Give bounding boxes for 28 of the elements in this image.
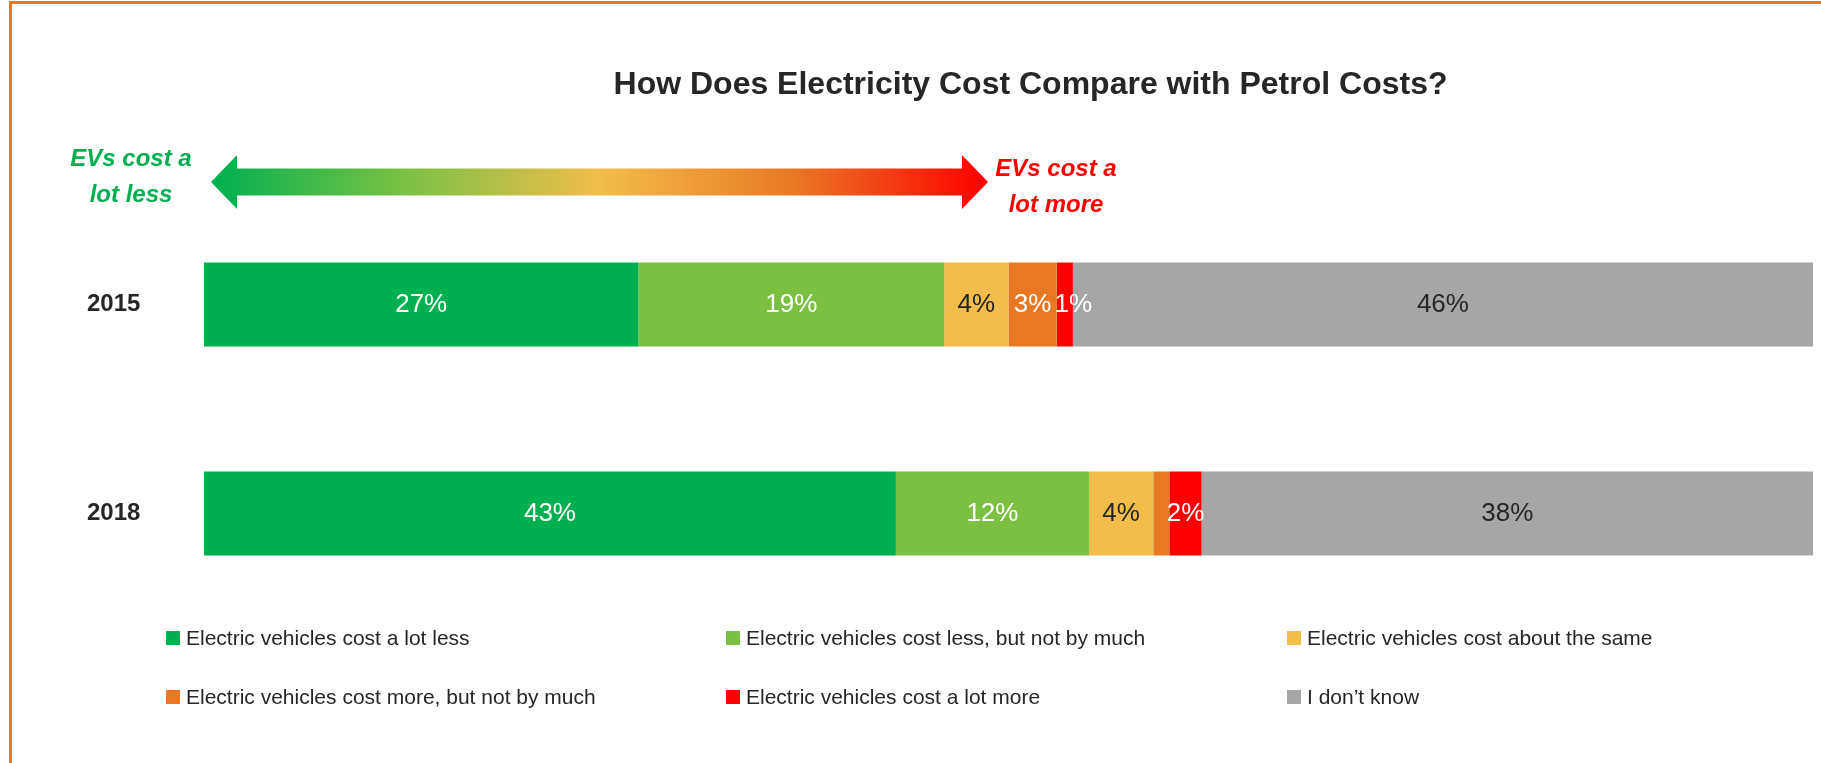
legend-label: Electric vehicles cost about the same <box>1307 626 1653 650</box>
y-tick-label: 2018 <box>87 498 141 526</box>
legend-label: Electric vehicles cost more, but not by much <box>186 685 596 709</box>
bar <box>1008 262 1057 347</box>
legend-label: Electric vehicles cost a lot less <box>186 626 470 650</box>
data-label: 4% <box>1102 496 1140 527</box>
annotation: EVs cost a lot more <box>994 153 1118 219</box>
data-label: 46% <box>1416 287 1469 318</box>
bar <box>204 471 896 556</box>
bar <box>944 262 1009 347</box>
data-label: 12% <box>966 496 1019 527</box>
chart-title: How Does Electricity Cost Compare with Petrol Costs? <box>612 65 1449 102</box>
bar <box>638 262 945 347</box>
text: EVs cost a lot less <box>69 143 193 209</box>
data-label: 19% <box>765 287 818 318</box>
legend-label: Electric vehicles cost a lot more <box>746 685 1041 709</box>
data-label: 3% <box>1013 287 1052 318</box>
data-label: 4% <box>957 287 996 318</box>
y-tick-label: 2015 <box>87 289 141 317</box>
bar <box>895 471 1089 556</box>
data-label: 38% <box>1481 496 1534 527</box>
legend-label: I don’t know <box>1307 685 1420 709</box>
data-label: 43% <box>523 496 576 527</box>
bar <box>204 262 639 347</box>
bar <box>1153 471 1170 556</box>
data-label: 27% <box>395 287 448 318</box>
legend-label: Electric vehicles cost less, but not by much <box>746 626 1146 650</box>
bar <box>1088 471 1154 556</box>
